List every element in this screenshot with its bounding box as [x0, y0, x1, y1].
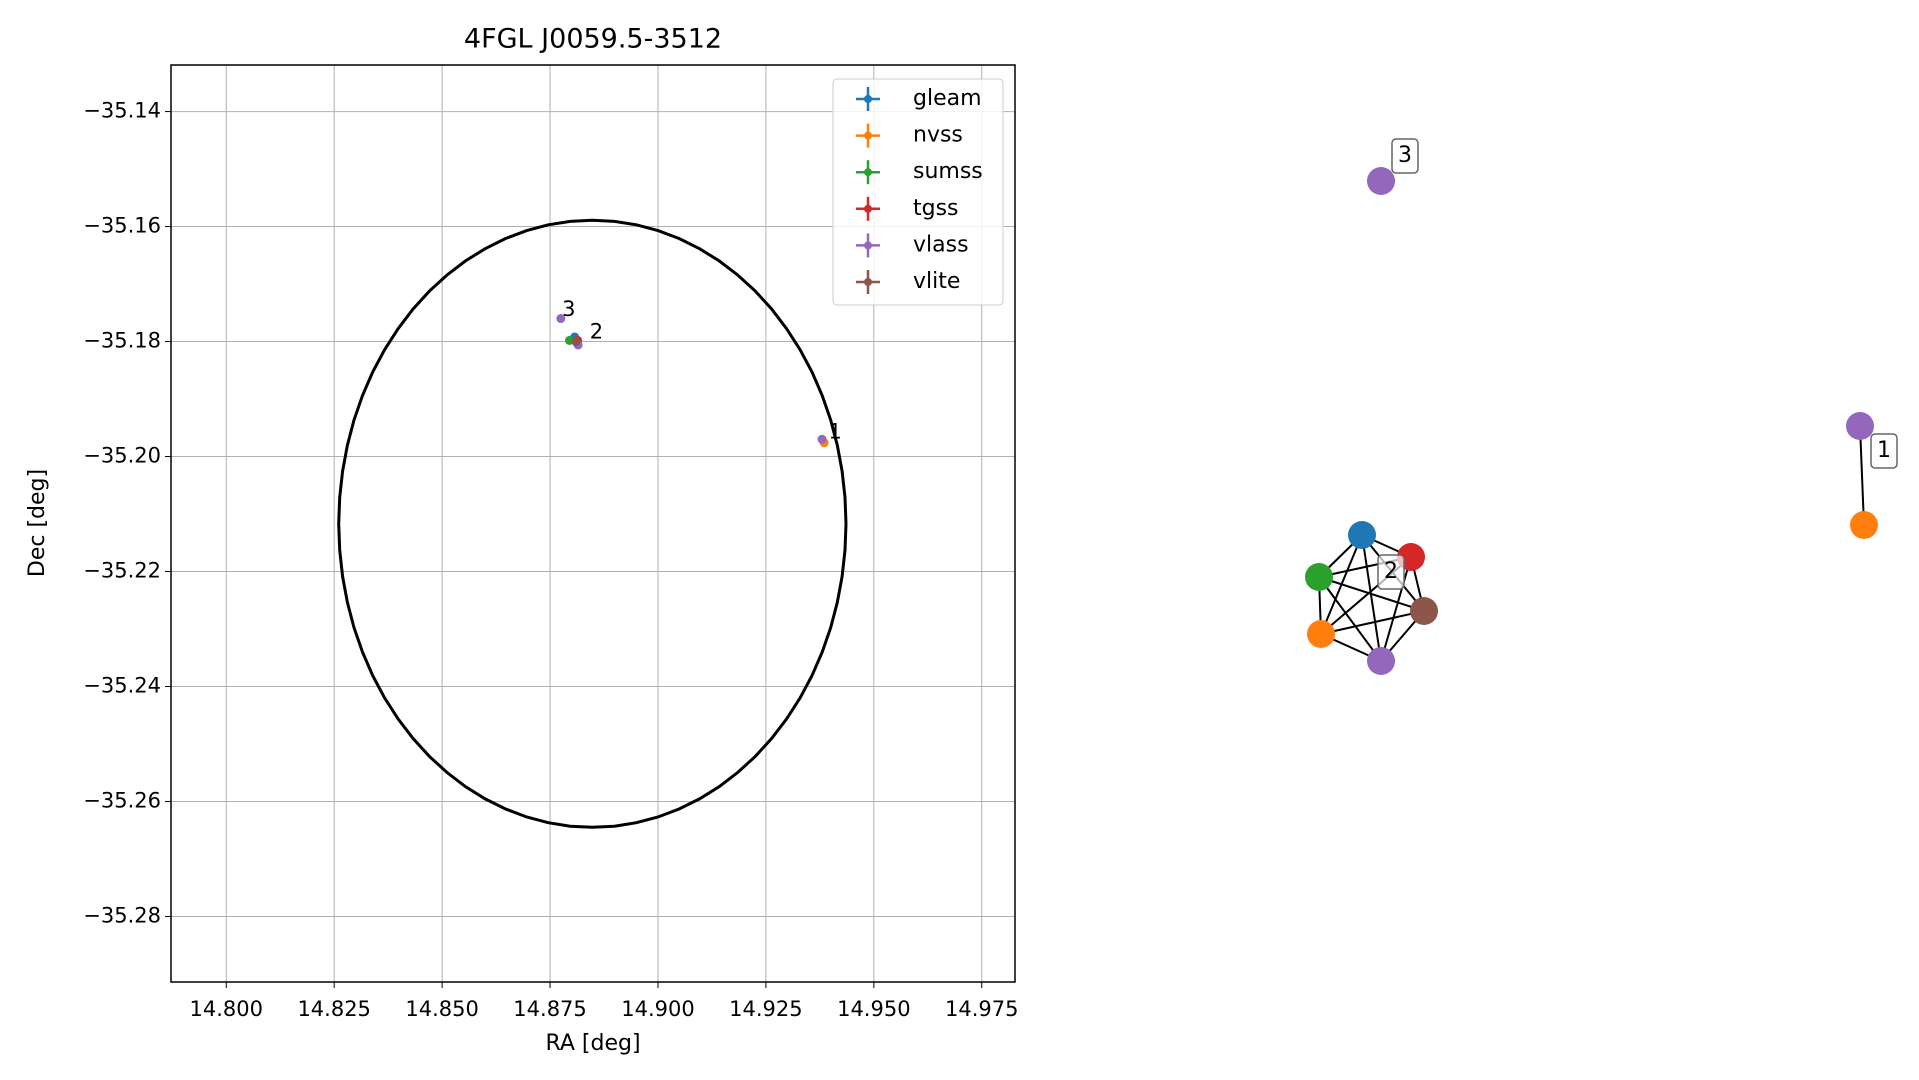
- y-tick-label: −35.28: [83, 903, 161, 927]
- plot-frame: [170, 64, 1016, 983]
- legend-label: nvss: [913, 123, 963, 148]
- node: [1850, 511, 1878, 539]
- x-tick-label: 14.950: [837, 997, 910, 1021]
- legend-marker: [864, 241, 872, 250]
- y-tick-label: −35.14: [83, 99, 161, 123]
- x-tick-label: 14.850: [405, 997, 478, 1021]
- annotation: 2: [590, 319, 603, 343]
- legend-label: vlass: [913, 232, 969, 257]
- group-label: 3: [1398, 143, 1412, 168]
- data-point: [571, 337, 581, 347]
- x-tick-label: 14.875: [513, 997, 586, 1021]
- node: [1348, 521, 1376, 549]
- edge: [1859, 425, 1865, 526]
- edge: [1318, 576, 1425, 612]
- ellipse: [337, 218, 848, 829]
- legend-marker: [864, 278, 872, 286]
- legend-marker: [864, 168, 872, 177]
- legend-label: tgss: [913, 196, 959, 221]
- y-tick-label: −35.16: [83, 214, 161, 238]
- x-tick-label: 14.925: [729, 997, 802, 1021]
- node: [1846, 412, 1874, 440]
- legend-marker: [864, 204, 872, 213]
- legend-label: vlite: [913, 269, 960, 294]
- legend-marker: [864, 131, 872, 140]
- node: [1307, 620, 1335, 648]
- x-tick-label: 14.900: [621, 997, 694, 1021]
- x-tick-label: 14.975: [945, 997, 1018, 1021]
- data-point: [817, 434, 827, 444]
- edge: [1320, 610, 1425, 635]
- node: [1305, 563, 1333, 591]
- group-label-box: [1870, 433, 1898, 469]
- edge: [1361, 534, 1382, 662]
- node: [1410, 597, 1438, 625]
- node: [1367, 167, 1395, 195]
- legend-label: gleam: [913, 86, 982, 111]
- group-label: 2: [1384, 559, 1398, 584]
- node: [1367, 647, 1395, 675]
- y-tick-label: −35.26: [83, 788, 161, 812]
- edge: [1318, 576, 1382, 662]
- legend-marker: [864, 95, 872, 103]
- edge: [1380, 556, 1412, 662]
- y-axis-label: Dec [deg]: [25, 469, 50, 577]
- data-point: [556, 314, 566, 324]
- legend-label: sumss: [913, 159, 983, 184]
- y-tick-label: −35.24: [83, 673, 161, 697]
- x-tick-label: 14.825: [297, 997, 370, 1021]
- group-label-box: [1391, 138, 1419, 174]
- x-axis-label: RA [deg]: [545, 1031, 640, 1056]
- y-tick-label: −35.20: [83, 444, 161, 468]
- chart-title: 4FGL J0059.5-3512: [464, 24, 722, 55]
- x-tick-label: 14.800: [190, 997, 263, 1021]
- y-tick-label: −35.22: [83, 559, 161, 583]
- annotation: 3: [562, 297, 575, 321]
- annotation: 1: [828, 419, 841, 443]
- group-label-box: [1377, 554, 1405, 590]
- y-tick-label: −35.18: [83, 329, 161, 353]
- group-label: 1: [1877, 438, 1891, 463]
